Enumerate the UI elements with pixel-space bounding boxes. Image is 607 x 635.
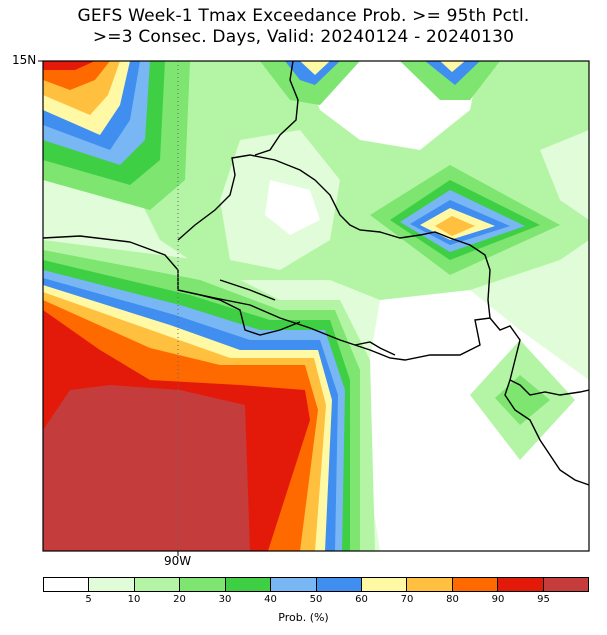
legend-swatch <box>225 578 272 591</box>
legend-swatch <box>271 578 317 591</box>
legend-ticks: 5 10 20 30 40 50 60 70 80 90 95 <box>43 594 589 608</box>
map-subtitle: >=3 Consec. Days, Valid: 20240124 - 2024… <box>92 27 515 47</box>
map-title: GEFS Week-1 Tmax Exceedance Prob. >= 95t… <box>77 6 530 26</box>
legend-tick-label: 30 <box>218 594 232 605</box>
legend-tick-label: 90 <box>491 594 505 605</box>
legend-tick-label: 70 <box>400 594 414 605</box>
legend-tick-label: 50 <box>309 594 323 605</box>
legend-tick-label: 80 <box>446 594 459 605</box>
legend-swatch <box>543 578 589 591</box>
legend-swatch <box>407 578 453 591</box>
color-legend <box>43 577 589 592</box>
legend-tick-label: 60 <box>355 594 368 605</box>
legend-tick-label: 40 <box>264 594 277 605</box>
legend-unit-label: Prob. (%) <box>278 611 329 624</box>
legend-swatch <box>44 578 90 591</box>
map-frame <box>42 60 590 552</box>
legend-swatch <box>498 578 544 591</box>
legend-swatch <box>361 578 408 591</box>
legend-tick-label: 5 <box>85 594 92 605</box>
legend-tick-label: 95 <box>537 594 550 605</box>
legend-tick-label: 10 <box>127 594 141 605</box>
legend-swatch <box>89 578 135 591</box>
map-fill-regions <box>43 61 589 551</box>
legend-swatch <box>134 578 181 591</box>
legend-tick-label: 20 <box>173 594 186 605</box>
latitude-label: 15N <box>12 53 37 67</box>
legend-swatch <box>180 578 226 591</box>
legend-swatch <box>452 578 499 591</box>
legend-swatch <box>316 578 362 591</box>
longitude-label: 90W <box>164 554 192 568</box>
